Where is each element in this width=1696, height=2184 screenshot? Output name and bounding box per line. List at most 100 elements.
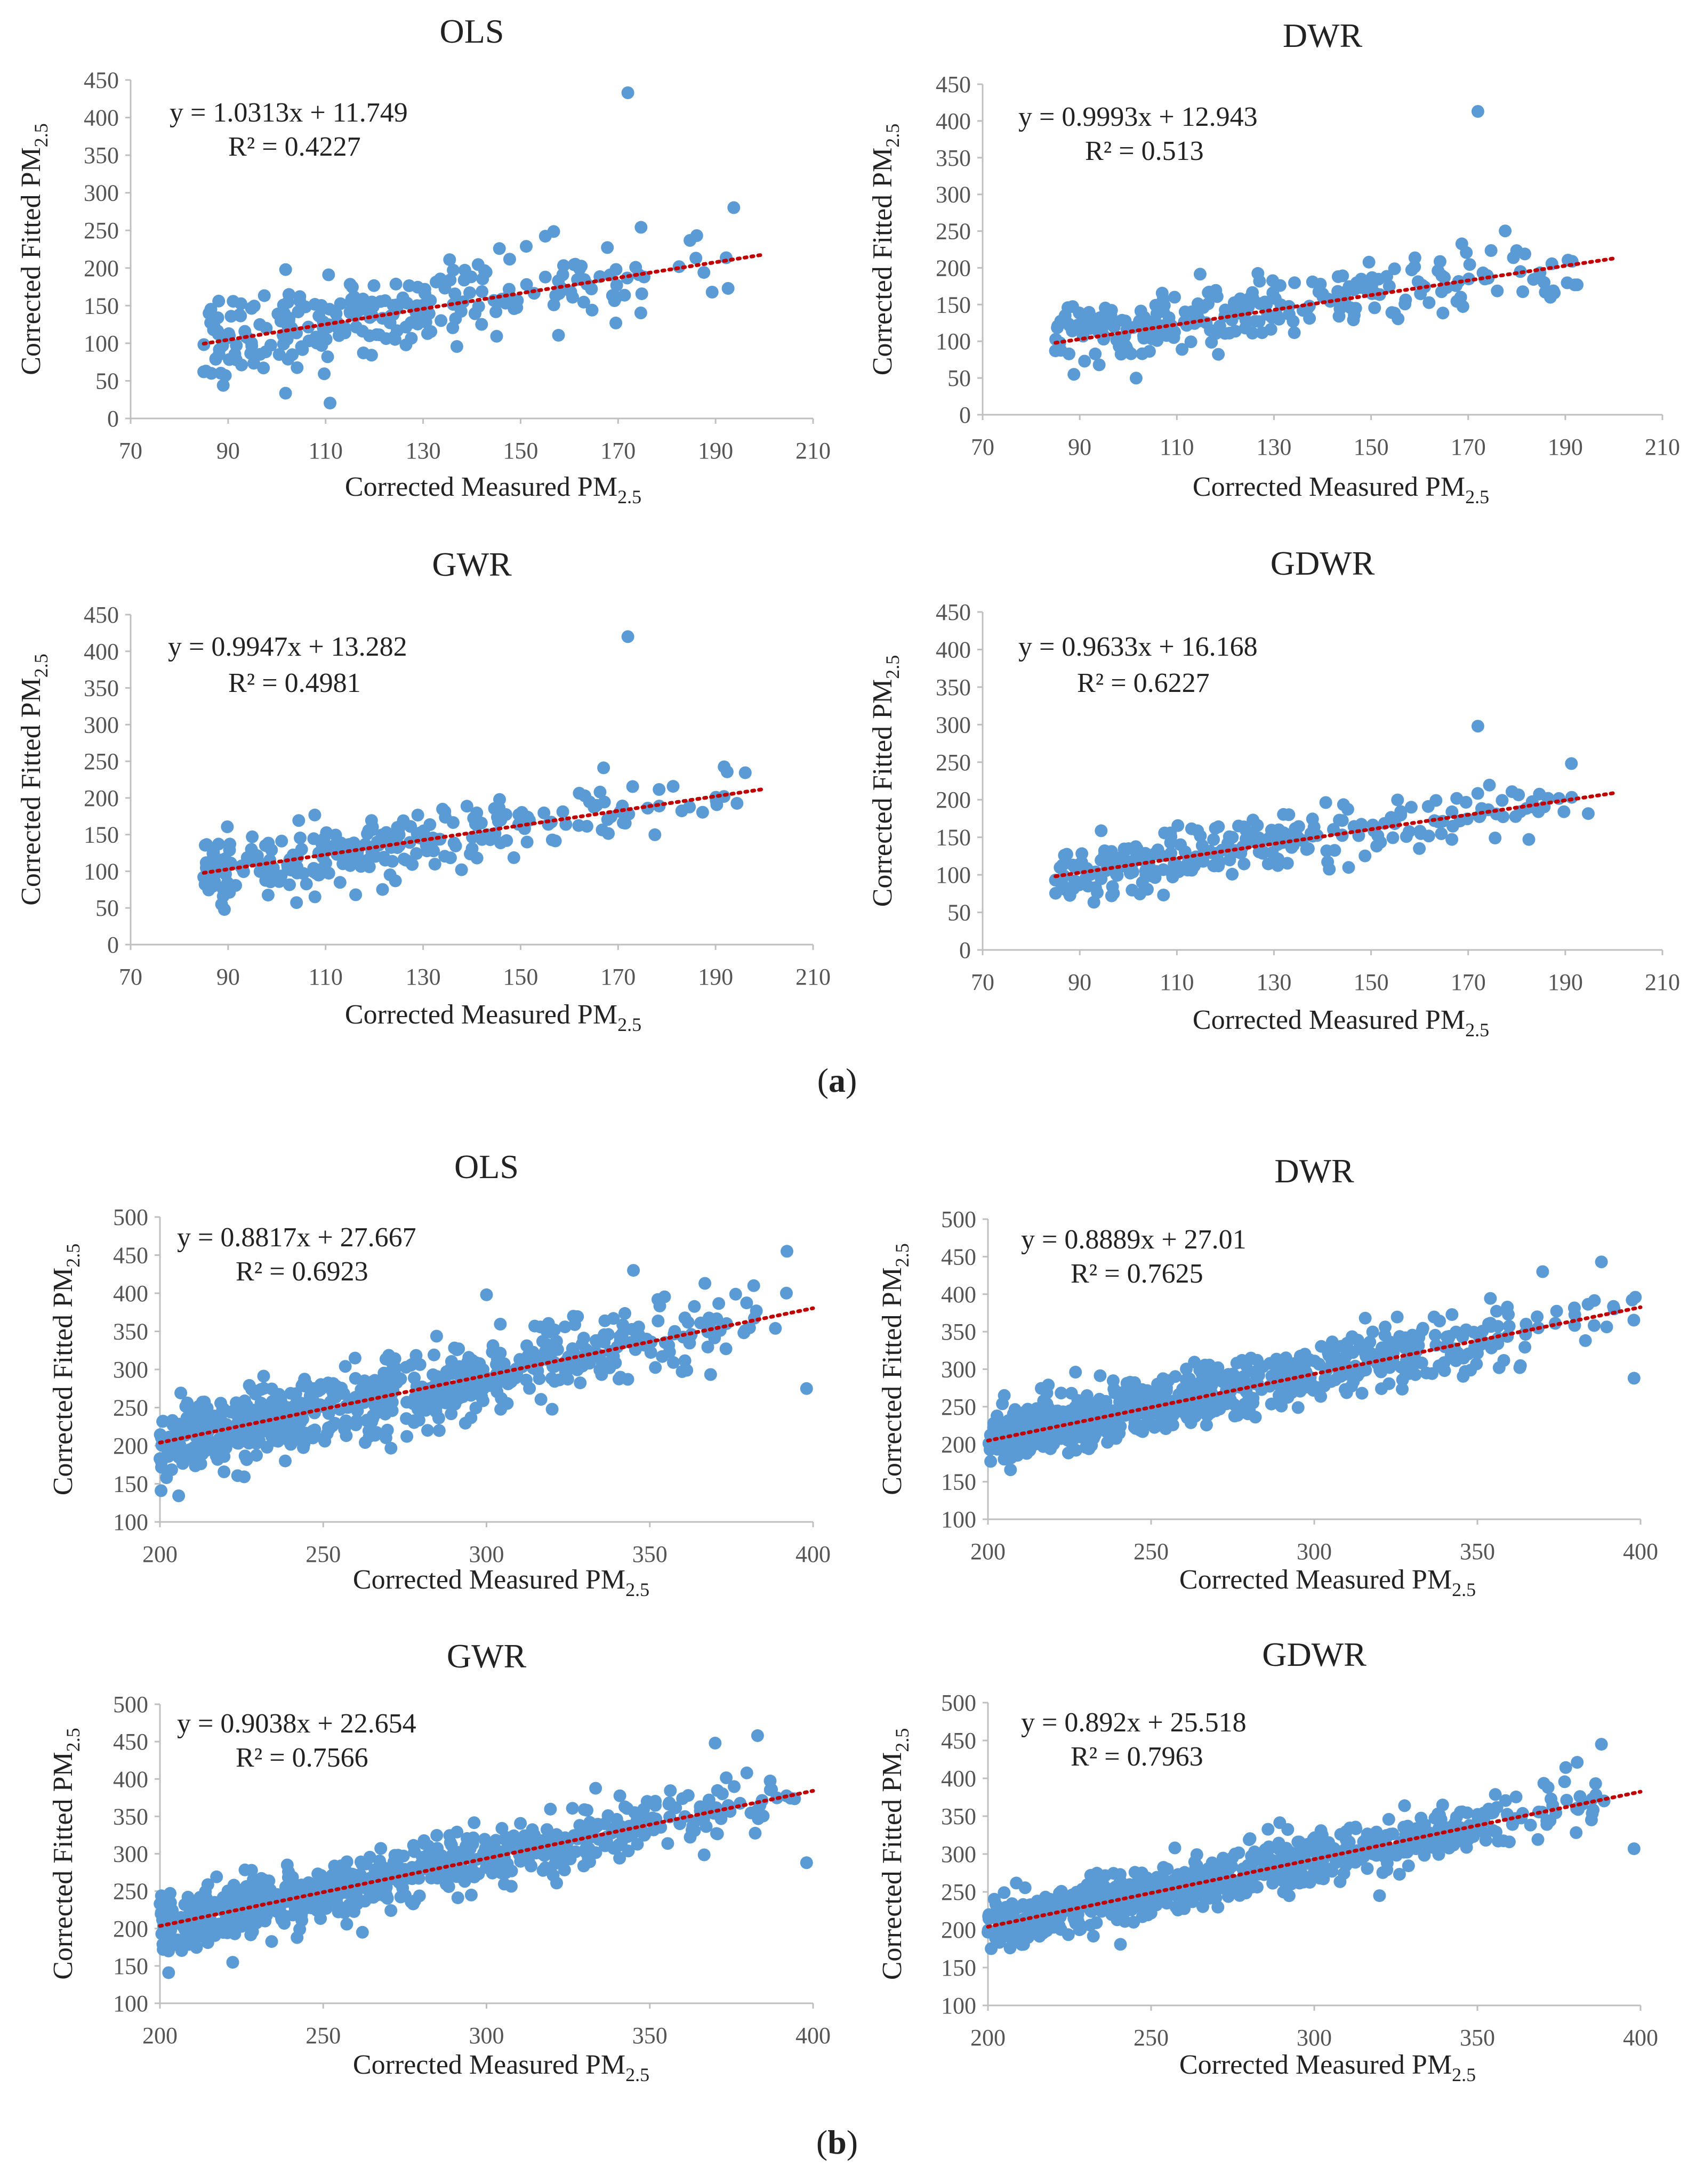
y-tick-label: 400: [941, 1282, 976, 1308]
data-point: [384, 1441, 398, 1455]
data-point: [363, 329, 376, 342]
data-point: [998, 1389, 1011, 1402]
data-point: [379, 853, 392, 867]
data-point: [1408, 251, 1421, 264]
data-point: [718, 760, 731, 773]
scatter-points: [1049, 720, 1595, 909]
scatter-points: [197, 630, 752, 916]
data-point: [1210, 290, 1224, 303]
data-point: [257, 1369, 270, 1383]
data-point: [389, 874, 402, 888]
data-point: [1489, 1788, 1502, 1801]
data-point: [1457, 1369, 1470, 1383]
data-point: [598, 1817, 612, 1831]
data-point: [430, 1329, 443, 1343]
chart-a-ols: OLS 0 50 100 150 200 250 300 350 400 450 70 90 110 130…: [16, 12, 831, 507]
data-point: [1545, 1792, 1557, 1806]
data-point: [1071, 1424, 1084, 1437]
data-point: [720, 1771, 733, 1784]
data-point: [1306, 812, 1319, 826]
y-tick-label: 400: [113, 1766, 148, 1792]
chart-a-gdwr: GDWR 0 50 100 150 200 250 300 350 400 450 70 90 110 13…: [867, 544, 1680, 1041]
y-axis-label: Corrected Fitted PM2.5: [877, 1243, 913, 1495]
data-point: [1588, 1319, 1601, 1332]
r-squared-label: R² = 0.6227: [1077, 668, 1210, 698]
trendline-equation: y = 0.8817x + 27.667: [177, 1222, 416, 1253]
data-point: [1087, 1930, 1100, 1943]
y-tick-label: 50: [95, 895, 119, 921]
data-point: [307, 832, 320, 845]
data-point: [991, 1903, 1004, 1916]
data-point: [573, 787, 586, 800]
data-point: [1323, 863, 1336, 876]
data-point: [460, 800, 473, 813]
data-point: [1160, 1406, 1173, 1419]
x-tick-label: 190: [1548, 969, 1583, 995]
data-point: [322, 268, 335, 281]
data-point: [1627, 1372, 1641, 1385]
y-tick-label: 200: [941, 1431, 976, 1457]
data-point: [1627, 1313, 1641, 1327]
y-tick-label: 150: [941, 1955, 976, 1981]
data-point: [476, 272, 489, 286]
y-tick-label: 450: [84, 602, 119, 628]
data-point: [1337, 1867, 1351, 1880]
data-point: [1559, 1761, 1572, 1774]
data-point: [1190, 1848, 1203, 1861]
data-point: [597, 761, 610, 775]
data-point: [234, 309, 247, 323]
x-tick-label: 250: [1134, 2025, 1169, 2051]
data-point: [1391, 793, 1404, 807]
data-point: [197, 1445, 210, 1458]
data-point: [1092, 358, 1106, 372]
data-point: [781, 1245, 793, 1258]
data-point: [1470, 1357, 1483, 1371]
data-point: [502, 283, 516, 296]
data-point: [1171, 819, 1185, 832]
data-point: [1397, 1337, 1410, 1351]
y-axis-label: Corrected Fitted PM2.5: [877, 1728, 913, 1980]
data-point: [1129, 840, 1143, 853]
data-point: [1055, 1387, 1068, 1400]
data-point: [364, 1890, 377, 1904]
data-point: [356, 1857, 368, 1871]
trendline: [202, 252, 767, 346]
data-point: [593, 785, 607, 799]
data-point: [238, 1470, 251, 1484]
y-tick-label: 0: [107, 406, 119, 432]
data-point: [489, 305, 503, 318]
data-point: [747, 1279, 760, 1292]
data-point: [680, 1364, 694, 1377]
data-point: [1428, 1328, 1442, 1342]
data-point: [1147, 848, 1161, 861]
data-point: [1296, 304, 1309, 317]
data-point: [598, 1335, 611, 1349]
data-point: [267, 869, 280, 883]
data-point: [1354, 1365, 1367, 1379]
data-point: [1288, 1357, 1301, 1370]
y-axis-label: Corrected Fitted PM2.5: [16, 123, 52, 375]
data-point: [334, 297, 347, 310]
data-point: [1245, 1850, 1259, 1864]
data-point: [601, 813, 614, 826]
data-point: [694, 1316, 707, 1329]
data-point: [1471, 787, 1484, 800]
data-point: [238, 325, 252, 338]
y-tick-label: 100: [113, 1990, 148, 2017]
y-tick-label: 400: [84, 105, 119, 131]
data-point: [343, 278, 357, 291]
trendline-equation: y = 0.9947x + 13.282: [168, 632, 407, 662]
data-point: [1245, 1880, 1259, 1893]
data-point: [318, 1434, 332, 1448]
x-tick-label: 90: [216, 438, 240, 464]
data-point: [1265, 824, 1278, 837]
data-point: [212, 348, 226, 361]
data-point: [264, 339, 277, 352]
data-point: [1362, 255, 1376, 269]
x-tick-label: 150: [1354, 969, 1389, 995]
data-point: [380, 826, 393, 839]
data-point: [389, 277, 403, 291]
y-tick-label: 350: [113, 1319, 148, 1345]
trendline-equation: y = 0.9993x + 12.943: [1018, 102, 1258, 132]
data-point: [279, 386, 292, 400]
